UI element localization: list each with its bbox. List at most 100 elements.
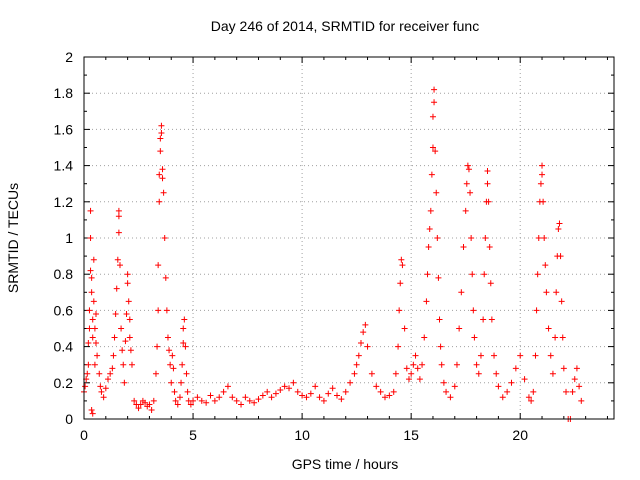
data-point: [174, 401, 181, 408]
data-point: [116, 262, 123, 269]
data-point: [94, 352, 101, 359]
data-point: [90, 298, 97, 305]
data-point: [123, 311, 130, 318]
data-point: [163, 307, 170, 314]
data-point: [521, 376, 528, 383]
data-point: [539, 171, 546, 178]
data-point: [347, 379, 354, 386]
data-point: [92, 311, 99, 318]
data-point: [115, 207, 122, 214]
data-point: [242, 394, 249, 401]
data-point: [121, 379, 128, 386]
y-tick-label: 1: [65, 230, 73, 246]
data-point: [351, 370, 358, 377]
data-point: [264, 388, 271, 395]
data-point: [434, 235, 441, 241]
data-point: [155, 307, 162, 314]
data-point: [146, 401, 153, 408]
data-point: [207, 392, 214, 399]
chart-title: Day 246 of 2014, SRMTID for receiver fun…: [211, 18, 479, 34]
data-point: [542, 262, 549, 269]
data-point: [401, 325, 408, 332]
data-point: [412, 352, 419, 359]
data-point: [334, 392, 341, 399]
data-point: [268, 394, 275, 401]
data-point: [128, 361, 135, 368]
data-point: [569, 388, 576, 395]
data-point: [85, 361, 92, 368]
data-point: [325, 390, 332, 397]
data-point: [159, 166, 166, 173]
data-point: [112, 311, 119, 318]
data-point: [429, 144, 436, 151]
y-tick-label: 0.2: [54, 375, 74, 391]
data-point: [525, 394, 532, 401]
data-point: [424, 271, 431, 278]
data-point: [211, 397, 218, 404]
data-point: [392, 370, 399, 377]
data-point: [558, 298, 565, 305]
data-point: [460, 244, 467, 251]
y-tick-label: 1.2: [54, 194, 74, 210]
data-point: [557, 253, 564, 260]
data-point: [131, 397, 138, 404]
data-point: [480, 316, 487, 323]
data-point: [438, 361, 445, 368]
data-point: [111, 334, 118, 341]
data-point: [88, 289, 95, 296]
x-tick-label: 5: [189, 427, 197, 443]
data-point: [158, 122, 165, 129]
axis-ticks: 00.20.40.60.811.21.41.61.820 5 10 15 20: [54, 49, 614, 443]
data-point: [259, 392, 266, 399]
data-point: [91, 325, 98, 332]
data-point: [198, 397, 205, 404]
data-point: [92, 339, 99, 346]
data-point: [532, 352, 539, 359]
data-point: [88, 274, 95, 281]
data-point: [281, 383, 288, 390]
data-point: [142, 399, 149, 406]
data-point: [399, 262, 406, 269]
data-point: [170, 365, 177, 372]
data-point: [113, 285, 120, 292]
plot-frame: [83, 56, 615, 420]
x-tick-label: 15: [403, 427, 419, 443]
data-point: [443, 388, 450, 395]
data-point: [85, 339, 92, 346]
data-point: [484, 168, 491, 175]
data-point: [251, 399, 258, 406]
data-point: [124, 271, 131, 278]
data-point: [110, 352, 117, 359]
data-point: [481, 271, 488, 278]
data-point: [290, 379, 297, 386]
data-point: [124, 280, 131, 287]
data-point: [312, 383, 319, 390]
data-point: [475, 370, 482, 377]
data-point: [484, 180, 491, 187]
data-point: [499, 394, 506, 401]
data-point: [100, 394, 107, 401]
data-point: [432, 148, 439, 155]
data-point: [416, 376, 423, 383]
x-tick-label: 20: [512, 427, 528, 443]
data-point: [373, 383, 380, 390]
data-point: [360, 329, 367, 336]
data-point: [229, 394, 236, 401]
data-point: [152, 370, 159, 377]
data-point: [150, 397, 157, 404]
data-point: [89, 316, 96, 323]
data-point: [408, 370, 415, 377]
data-point: [158, 130, 165, 137]
data-point: [90, 256, 97, 263]
data-point: [512, 365, 519, 372]
data-point: [286, 385, 293, 392]
data-point: [428, 171, 435, 178]
data-point: [135, 405, 142, 412]
data-point: [159, 175, 166, 182]
data-point: [119, 347, 126, 354]
data-point: [473, 361, 480, 368]
data-point: [463, 180, 470, 187]
data-point: [456, 325, 463, 332]
data-point: [86, 325, 93, 332]
